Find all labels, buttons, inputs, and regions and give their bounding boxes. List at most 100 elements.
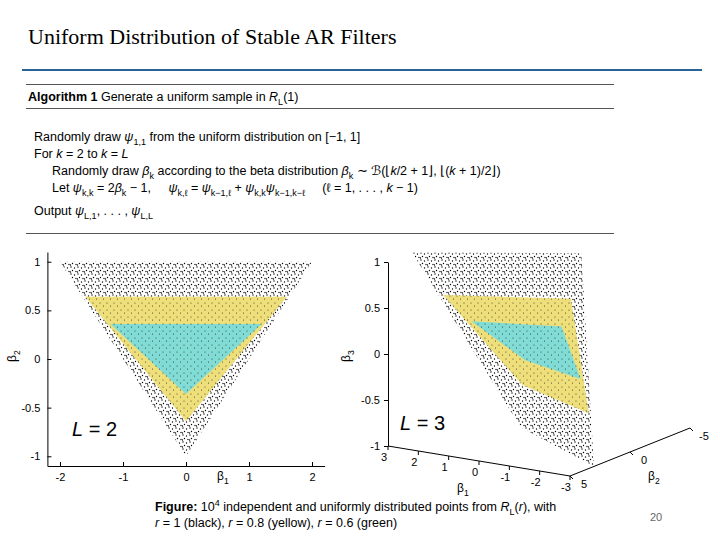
- z-tick-label: -0.5: [361, 394, 380, 406]
- text-run: Randomly draw: [34, 130, 124, 144]
- point-region: [412, 252, 594, 466]
- x-tick: -1: [119, 462, 129, 483]
- z-tick-label: 0.5: [365, 302, 380, 314]
- y-tick-mark: [47, 310, 51, 311]
- y-tick-mark: [690, 428, 693, 431]
- text-run: ), with: [523, 500, 556, 514]
- chart-l2: -2-1012-1-0.500.51β1β2L = 2: [5, 253, 325, 487]
- text-run: L: [400, 412, 411, 434]
- text-run: β: [342, 164, 349, 178]
- x-tick-label: -3: [561, 481, 571, 493]
- y-tick: -1: [31, 450, 52, 462]
- x-tick-label: -2: [531, 476, 541, 488]
- x-tick-label: 2: [411, 456, 417, 468]
- z-tick-mark: [384, 354, 388, 355]
- y-tick: 1: [34, 256, 51, 268]
- text-run: (1): [283, 90, 298, 104]
- text-run: ψ: [202, 181, 211, 195]
- y-tick-label: 0.5: [25, 304, 40, 316]
- text-run: ∼ ℬ(⌊: [353, 164, 390, 178]
- text-run: k: [390, 164, 396, 178]
- text-run: For: [34, 147, 56, 161]
- x-tick-label: 1: [442, 461, 448, 473]
- algorithm-top-rule: [26, 84, 614, 85]
- text-run: R: [501, 500, 510, 514]
- text-run: Let: [52, 181, 73, 195]
- chart-l3: -1-0.500.513210-1-2-350-5β1β2β3L = 3: [339, 252, 709, 498]
- text-run: β: [142, 164, 149, 178]
- text-run: k,k: [254, 188, 266, 198]
- text-run: 2: [655, 476, 660, 486]
- text-run: = 0.8 (yellow),: [232, 516, 317, 530]
- x-tick-label: 0: [183, 471, 189, 483]
- figure-caption: r = 1 (black), r = 0.8 (yellow), r = 0.6…: [155, 515, 397, 531]
- text-run: L: [278, 97, 283, 107]
- slide-title: Uniform Distribution of Stable AR Filter…: [28, 24, 397, 50]
- x-tick-mark: [312, 462, 313, 466]
- text-run: k−1,ℓ: [211, 188, 231, 198]
- page-number: 20: [650, 509, 662, 525]
- x-tick-mark: [186, 462, 187, 466]
- slide: Uniform Distribution of Stable AR Filter…: [0, 0, 720, 540]
- text-run: 10: [197, 500, 214, 514]
- text-run: k: [101, 147, 107, 161]
- x-tick: 2: [309, 462, 315, 483]
- text-run: = 2 to: [62, 147, 101, 161]
- x-tick-label: 2: [309, 471, 315, 483]
- text-run: k,k: [82, 188, 94, 198]
- text-run: k: [349, 171, 354, 181]
- text-run: ψ: [245, 181, 254, 195]
- text-run: 4: [215, 498, 220, 508]
- algorithm-mid-rule: [26, 108, 614, 109]
- text-run: 1: [224, 476, 229, 486]
- text-run: − 1,: [126, 181, 168, 195]
- text-run: k: [449, 164, 455, 178]
- text-run: R: [269, 90, 278, 104]
- text-run: r: [228, 516, 232, 530]
- text-run: + 1)/2⌋): [456, 164, 501, 178]
- x-axis-line: [388, 446, 570, 476]
- text-run: (: [515, 500, 519, 514]
- text-run: k−1,k−ℓ: [275, 188, 305, 198]
- text-run: L: [510, 507, 515, 517]
- algorithm-step: Randomly draw ψ1,1 from the uniform dist…: [34, 129, 360, 145]
- x-tick-mark: [448, 456, 449, 460]
- z-tick: 0: [374, 348, 388, 360]
- algorithm-step: For k = 2 to k = L: [34, 146, 129, 162]
- x-tick-mark: [249, 462, 250, 466]
- z-tick-label: 1: [374, 256, 380, 268]
- z-tick: -0.5: [361, 394, 388, 406]
- text-run: = 1 (black),: [159, 516, 228, 530]
- text-run: Generate a uniform sample in: [97, 90, 269, 104]
- y-tick: 0: [34, 353, 51, 365]
- x-tick-label: -1: [119, 471, 129, 483]
- x-tick-label: 0: [472, 466, 478, 478]
- text-run: β: [115, 181, 122, 195]
- x-tick: 0: [183, 462, 189, 483]
- annotation: L = 3: [400, 412, 445, 434]
- figure-caption: Figure: 104 independent and uniformly di…: [155, 499, 556, 515]
- text-run: L: [122, 147, 129, 161]
- x-tick: -2: [56, 462, 66, 483]
- x-axis: -2 -1 0 1 2: [48, 462, 325, 483]
- y-tick-label: 0: [34, 353, 40, 365]
- y-axis: 50-5: [570, 428, 709, 490]
- algorithm-title: Algorithm 1 Generate a uniform sample in…: [28, 89, 298, 105]
- text-run: = 3: [411, 412, 445, 434]
- y-tick-label: -1: [31, 450, 41, 462]
- point-region: [471, 321, 580, 379]
- y-tick-mark: [47, 456, 51, 457]
- text-run: ψ: [75, 204, 84, 218]
- text-run: (ℓ = 1, . . . ,: [305, 181, 387, 195]
- text-run: k: [122, 188, 127, 198]
- text-run: 1,1: [133, 137, 146, 147]
- text-run: r: [155, 516, 159, 530]
- y-tick-label: -5: [699, 430, 709, 442]
- x-tick-mark: [418, 451, 419, 455]
- text-run: r: [318, 516, 322, 530]
- text-run: k: [56, 147, 62, 161]
- y-tick-label: -0.5: [21, 402, 40, 414]
- point-region: [60, 262, 312, 457]
- z-tick-mark: [384, 400, 388, 401]
- text-run: 1: [464, 488, 469, 498]
